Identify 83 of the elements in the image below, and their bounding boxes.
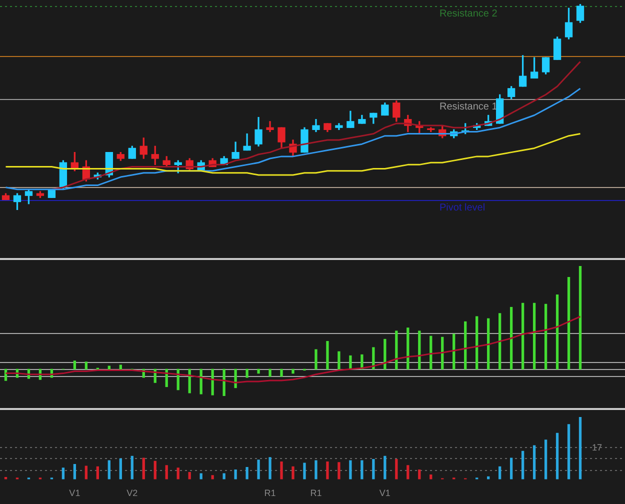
candlestick [266, 121, 274, 132]
bar [73, 464, 76, 480]
bar [108, 366, 110, 370]
bar [521, 302, 524, 370]
bar [326, 461, 329, 480]
bar [314, 349, 318, 370]
bar [532, 302, 536, 370]
bar [418, 470, 421, 480]
bar [200, 473, 202, 480]
bar [130, 456, 134, 480]
bar [234, 470, 237, 480]
bar [338, 462, 340, 480]
bar [567, 277, 570, 370]
bar [165, 465, 168, 480]
bar [372, 347, 375, 370]
bar [372, 458, 375, 480]
bar [142, 458, 145, 480]
x-tick-label: R1 [264, 488, 276, 498]
bar [498, 313, 502, 370]
bar [556, 432, 559, 480]
bar [349, 355, 352, 370]
bar [395, 330, 398, 370]
bar [119, 458, 122, 480]
bar [292, 466, 294, 480]
bar [211, 475, 214, 480]
bar [349, 460, 352, 480]
ref-line-label: Resistance 2 [440, 8, 498, 20]
bar [544, 440, 548, 480]
x-tick-label: R1 [310, 488, 322, 498]
bar [303, 462, 306, 480]
bar [338, 351, 340, 370]
bar [418, 330, 421, 370]
bar [280, 368, 283, 377]
text: 17 [592, 442, 602, 453]
bar [510, 458, 513, 480]
bar [268, 368, 272, 377]
bar [395, 458, 398, 480]
bar [96, 466, 99, 480]
bar [176, 468, 180, 480]
bar [532, 445, 536, 480]
bar [257, 460, 260, 480]
bar [464, 321, 467, 370]
bar [476, 316, 478, 370]
bar [222, 473, 226, 480]
bar [257, 368, 260, 374]
bar [326, 340, 329, 370]
bar [521, 450, 524, 480]
bar [292, 368, 294, 374]
bar [200, 368, 202, 394]
bar [567, 424, 570, 480]
bar [544, 304, 548, 370]
x-tick-label: V1 [379, 488, 390, 498]
bar [384, 338, 386, 370]
bar [406, 465, 410, 480]
bar [578, 266, 582, 370]
bar [84, 466, 88, 480]
ref-line-label: Pivot level [440, 202, 486, 214]
x-tick-label: V2 [126, 488, 138, 498]
x-tick-label: V1 [69, 488, 80, 498]
bar [510, 306, 513, 370]
bar [234, 368, 237, 388]
bar [84, 362, 88, 370]
bar [154, 460, 156, 480]
bar [498, 466, 502, 480]
bar [430, 474, 432, 480]
bar [556, 294, 559, 370]
bar [108, 460, 110, 480]
bar [246, 368, 248, 378]
bar [62, 468, 65, 480]
bar [222, 368, 226, 396]
bar [268, 457, 272, 480]
bar [280, 461, 283, 480]
bar [487, 318, 490, 370]
bar [360, 460, 364, 480]
bar [314, 460, 318, 480]
bar [73, 360, 76, 370]
bar [246, 467, 248, 480]
bar [119, 364, 122, 370]
bar [384, 456, 386, 480]
bar [211, 368, 214, 396]
bar [578, 417, 582, 480]
bar [188, 472, 191, 480]
bar [406, 328, 410, 370]
